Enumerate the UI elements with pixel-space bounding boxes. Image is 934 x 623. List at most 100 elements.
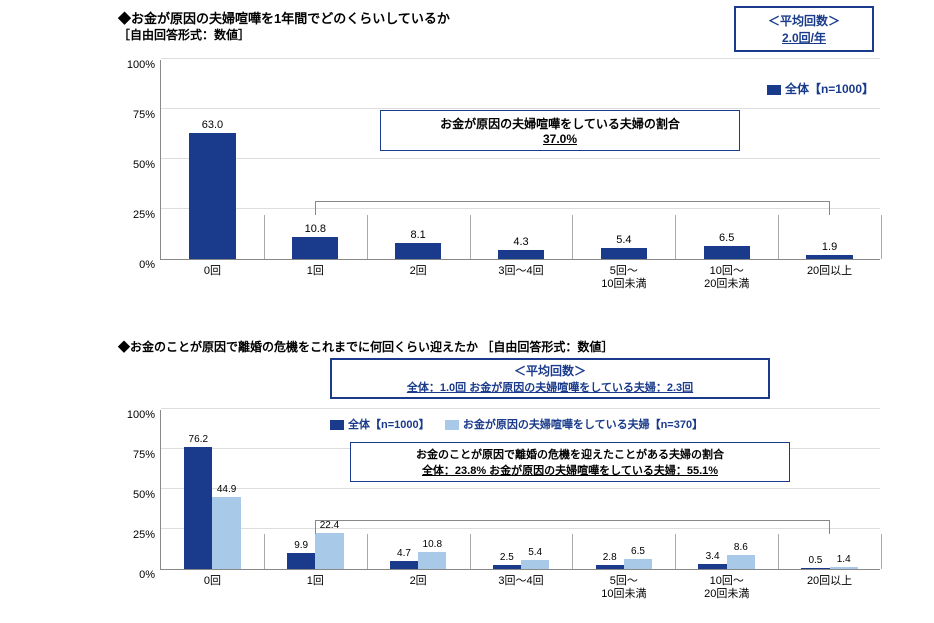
bar-value-label: 22.4: [320, 520, 339, 533]
bar-value-label: 8.1: [410, 229, 425, 243]
category-separator: [572, 534, 573, 569]
chart1-title: ◆お金が原因の夫婦喧嘩を1年間でどのくらいしているか: [118, 8, 450, 27]
bar-value-label: 1.4: [837, 554, 851, 567]
bar-value-label: 10.8: [305, 223, 326, 237]
bar: 44.9: [212, 497, 240, 569]
annotation-line2: 全体：23.8% お金が原因の夫婦喧嘩をしている夫婦：55.1%: [357, 462, 783, 478]
ytick: 75%: [133, 109, 161, 121]
ytick: 0%: [139, 569, 161, 581]
category-separator: [675, 215, 676, 259]
bar-value-label: 8.6: [734, 542, 748, 555]
bar: 1.4: [830, 567, 858, 569]
chart2-avg-box: ＜平均回数＞ 全体：1.0回 お金が原因の夫婦喧嘩をしている夫婦：2.3回: [330, 358, 770, 399]
chart2-annotation: お金のことが原因で離婚の危機を迎えたことがある夫婦の割合 全体：23.8% お金…: [350, 442, 790, 482]
bar: 6.5: [624, 559, 652, 569]
category-separator: [470, 215, 471, 259]
chart2-avg-value: 全体：1.0回 お金が原因の夫婦喧嘩をしている夫婦：2.3回: [338, 379, 762, 395]
xtick: 20回以上: [778, 569, 881, 588]
bar-value-label: 2.8: [603, 552, 617, 565]
bar: 4.7: [390, 561, 418, 569]
bar-value-label: 3.4: [706, 551, 720, 564]
chart1-panel: ◆お金が原因の夫婦喧嘩を1年間でどのくらいしているか ［自由回答形式：数値］ ＜…: [0, 0, 934, 320]
bar: 76.2: [184, 447, 212, 569]
gridline: [161, 108, 880, 109]
chart2-avg-label: ＜平均回数＞: [338, 362, 762, 379]
xtick: 3回～4回: [470, 259, 573, 278]
bar: 3.4: [698, 564, 726, 569]
bar: 5.4: [601, 248, 647, 259]
bar: 9.9: [287, 553, 315, 569]
category-separator: [778, 534, 779, 569]
ytick: 100%: [127, 59, 161, 71]
bar-value-label: 5.4: [528, 547, 542, 560]
chart1-subtitle: ［自由回答形式：数値］: [118, 26, 250, 43]
category-separator: [367, 534, 368, 569]
ytick: 75%: [133, 449, 161, 461]
bar-value-label: 44.9: [217, 484, 236, 497]
xtick: 1回: [264, 569, 367, 588]
category-separator: [264, 215, 265, 259]
category-separator: [572, 215, 573, 259]
ytick: 25%: [133, 529, 161, 541]
bar-value-label: 4.3: [513, 236, 528, 250]
bar-value-label: 63.0: [202, 119, 223, 133]
xtick: 0回: [161, 259, 264, 278]
gridline: [161, 208, 880, 209]
category-separator: [470, 534, 471, 569]
chart1-annotation: お金が原因の夫婦喧嘩をしている夫婦の割合 37.0%: [380, 110, 740, 151]
annotation-line1: お金のことが原因で離婚の危機を迎えたことがある夫婦の割合: [357, 446, 783, 462]
bar: 22.4: [315, 533, 343, 569]
chart1-avg-box: ＜平均回数＞ 2.0回/年: [734, 6, 874, 52]
xtick: 2回: [367, 259, 470, 278]
bar: 2.5: [493, 565, 521, 569]
gridline: [161, 158, 880, 159]
xtick: 10回～20回未満: [675, 259, 778, 291]
ytick: 50%: [133, 489, 161, 501]
annotation-line2: 37.0%: [389, 132, 731, 146]
category-separator: [264, 534, 265, 569]
bar: 2.8: [596, 565, 624, 569]
annotation-bracket: [315, 520, 829, 534]
category-separator: [881, 534, 882, 569]
xtick: 20回以上: [778, 259, 881, 278]
category-separator: [778, 215, 779, 259]
gridline: [161, 408, 880, 409]
xtick: 2回: [367, 569, 470, 588]
bar: 63.0: [189, 133, 235, 259]
bar: 8.6: [727, 555, 755, 569]
bar-value-label: 0.5: [808, 555, 822, 568]
chart2-title: ◆お金のことが原因で離婚の危機をこれまでに何回くらい迎えたか ［自由回答形式：数…: [118, 338, 613, 355]
chart1-plot: 0%25%50%75%100%0回1回2回3回～4回5回～10回未満10回～20…: [160, 60, 880, 260]
bar-value-label: 6.5: [719, 232, 734, 246]
bar-value-label: 6.5: [631, 546, 645, 559]
bar: 4.3: [498, 250, 544, 259]
ytick: 0%: [139, 259, 161, 271]
bar: 10.8: [292, 237, 338, 259]
bar-value-label: 1.9: [822, 241, 837, 255]
xtick: 10回～20回未満: [675, 569, 778, 601]
category-separator: [367, 215, 368, 259]
category-separator: [675, 534, 676, 569]
gridline: [161, 528, 880, 529]
ytick: 100%: [127, 409, 161, 421]
bar-value-label: 5.4: [616, 234, 631, 248]
bar-value-label: 76.2: [189, 434, 208, 447]
category-separator: [881, 215, 882, 259]
xtick: 1回: [264, 259, 367, 278]
bar: 0.5: [801, 568, 829, 569]
bar: 10.8: [418, 552, 446, 569]
gridline: [161, 488, 880, 489]
bar: 8.1: [395, 243, 441, 259]
bar-value-label: 2.5: [500, 552, 514, 565]
bar: 5.4: [521, 560, 549, 569]
bar-value-label: 4.7: [397, 548, 411, 561]
xtick: 5回～10回未満: [572, 569, 675, 601]
xtick: 0回: [161, 569, 264, 588]
chart2-panel: ◆お金のことが原因で離婚の危機をこれまでに何回くらい迎えたか ［自由回答形式：数…: [0, 330, 934, 620]
annotation-line1: お金が原因の夫婦喧嘩をしている夫婦の割合: [389, 115, 731, 132]
bar: 1.9: [806, 255, 852, 259]
bar-value-label: 10.8: [423, 539, 442, 552]
ytick: 25%: [133, 209, 161, 221]
bar: 6.5: [704, 246, 750, 259]
bar-value-label: 9.9: [294, 540, 308, 553]
